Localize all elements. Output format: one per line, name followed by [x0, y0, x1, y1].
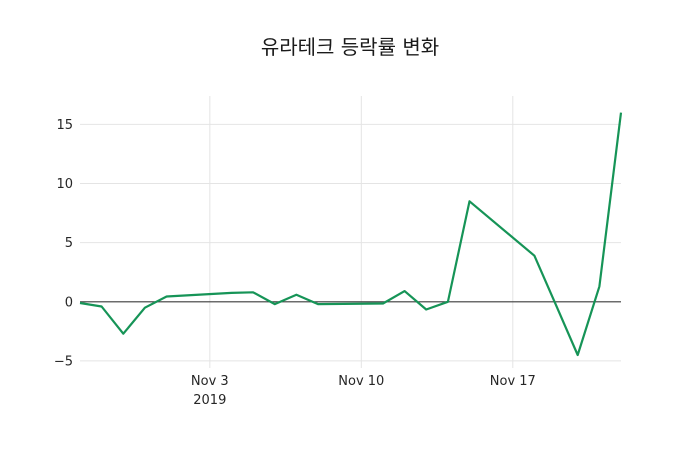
chart-title: 유라테크 등락률 변화 — [260, 35, 440, 59]
x-tick-label: Nov 3 — [191, 374, 229, 389]
y-tick-label: 0 — [65, 295, 73, 310]
x-tick-label: Nov 17 — [490, 374, 536, 389]
y-tick-label: −5 — [54, 354, 73, 369]
y-tick-label: 15 — [56, 118, 73, 133]
x-tick-sublabel: 2019 — [193, 393, 226, 408]
x-tick-label: Nov 10 — [338, 374, 384, 389]
y-tick-label: 5 — [65, 236, 73, 251]
series-line — [79, 112, 623, 357]
y-tick-label: 10 — [56, 177, 73, 192]
